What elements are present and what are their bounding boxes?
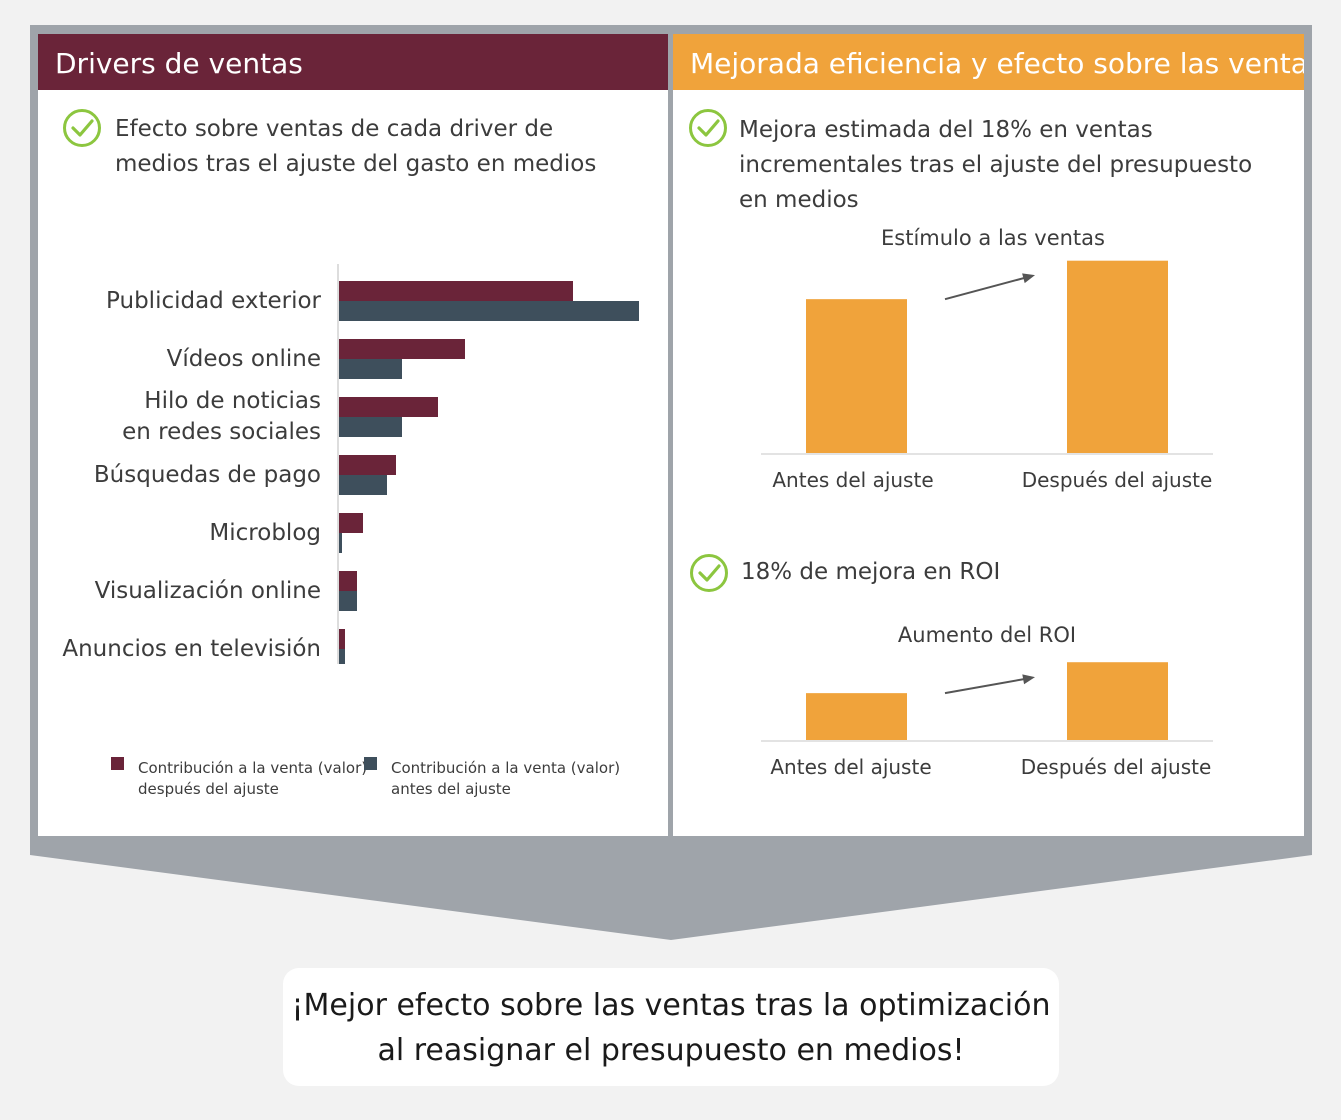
roi-increase-chart	[761, 662, 1213, 742]
bar-before-3	[339, 475, 387, 495]
bar-1	[1067, 260, 1168, 453]
legend-swatch-before	[364, 757, 377, 770]
legend-line: Contribución a la venta (valor)	[138, 759, 368, 777]
subtitle-line: incrementales tras el ajuste del presupu…	[739, 152, 1253, 178]
x-tick-label: Después del ajuste	[1020, 755, 1212, 779]
legend-line: Contribución a la venta (valor)	[391, 759, 621, 777]
category-label-line: Publicidad exterior	[106, 287, 321, 314]
bar-before-1	[339, 359, 402, 379]
subtitle-line: Mejora estimada del 18% en ventas	[739, 117, 1153, 143]
legend-text-before: Contribución a la venta (valor) antes de…	[391, 758, 620, 800]
check-icon	[63, 109, 101, 147]
growth-arrow	[944, 674, 1035, 695]
roi-subtitle: 18% de mejora en ROI	[741, 559, 1001, 585]
x-tick-label: Después del ajuste	[1021, 468, 1213, 492]
efficiency-header: Mejorada eficiencia y efecto sobre las v…	[673, 34, 1304, 90]
bar-after-1	[339, 339, 465, 359]
banner-line: ¡Mejor efecto sobre las ventas tras la o…	[291, 988, 1051, 1023]
category-label-line: Búsquedas de pago	[93, 461, 321, 488]
category-label: Hilo de noticias en redes sociales	[122, 386, 321, 448]
bar-after-2	[339, 397, 438, 417]
category-label-line: en redes sociales	[122, 419, 321, 445]
subtitle-line: medios tras el ajuste del gasto en medio…	[115, 151, 597, 177]
category-label-line: Anuncios en televisión	[62, 635, 321, 662]
category-label: Publicidad exterior	[106, 286, 321, 317]
subtitle-line: en medios	[739, 187, 859, 213]
sales-drivers-panel: Drivers de ventas Efecto sobre ventas de…	[38, 34, 668, 836]
bar-1	[1067, 662, 1168, 740]
bar-after-6	[339, 629, 345, 649]
efficiency-panel: Mejorada eficiencia y efecto sobre las v…	[673, 34, 1304, 836]
category-label-line: Visualización online	[94, 577, 321, 604]
bar-after-4	[339, 513, 363, 533]
x-tick-label: Antes del ajuste	[770, 755, 932, 779]
funnel-arrow	[30, 850, 1312, 940]
bar-before-0	[339, 301, 639, 321]
drivers-bar-chart	[337, 264, 639, 664]
check-icon	[689, 109, 727, 147]
bar-0	[806, 299, 907, 453]
category-label-line: Microblog	[209, 519, 321, 546]
bar-before-6	[339, 649, 345, 664]
category-label: Vídeos online	[167, 344, 321, 375]
legend-line: antes del ajuste	[391, 780, 511, 798]
legend-swatch-after	[111, 757, 124, 770]
bar-0	[806, 693, 907, 740]
sales-drivers-header: Drivers de ventas	[38, 34, 668, 90]
bar-after-0	[339, 281, 573, 301]
bar-before-2	[339, 417, 402, 437]
banner-line: al reasignar el presupuesto en medios!	[377, 1033, 965, 1068]
sales-stimulus-title: Estímulo a las ventas	[881, 226, 1105, 250]
bar-after-5	[339, 571, 357, 591]
growth-arrow	[944, 273, 1035, 301]
legend-line: después del ajuste	[138, 780, 279, 798]
bar-before-5	[339, 591, 357, 611]
category-label: Anuncios en televisión	[62, 634, 321, 665]
sales-drivers-subtitle: Efecto sobre ventas de cada driver de me…	[115, 112, 596, 182]
legend-text-after: Contribución a la venta (valor) después …	[138, 758, 367, 800]
check-icon	[690, 554, 728, 592]
conclusion-banner: ¡Mejor efecto sobre las ventas tras la o…	[283, 968, 1059, 1086]
roi-increase-title: Aumento del ROI	[897, 623, 1077, 647]
sales-improvement-subtitle: Mejora estimada del 18% en ventas increm…	[739, 113, 1252, 218]
category-label: Microblog	[209, 518, 321, 549]
category-label: Visualización online	[95, 576, 321, 607]
category-label-line: Vídeos online	[166, 345, 321, 372]
bar-before-4	[339, 533, 342, 553]
bar-after-3	[339, 455, 396, 475]
x-tick-label: Antes del ajuste	[772, 468, 934, 492]
sales-stimulus-chart	[761, 260, 1213, 455]
category-label-line: Hilo de noticias	[144, 388, 321, 414]
subtitle-line: Efecto sobre ventas de cada driver de	[115, 116, 554, 142]
category-label: Búsquedas de pago	[94, 460, 321, 491]
